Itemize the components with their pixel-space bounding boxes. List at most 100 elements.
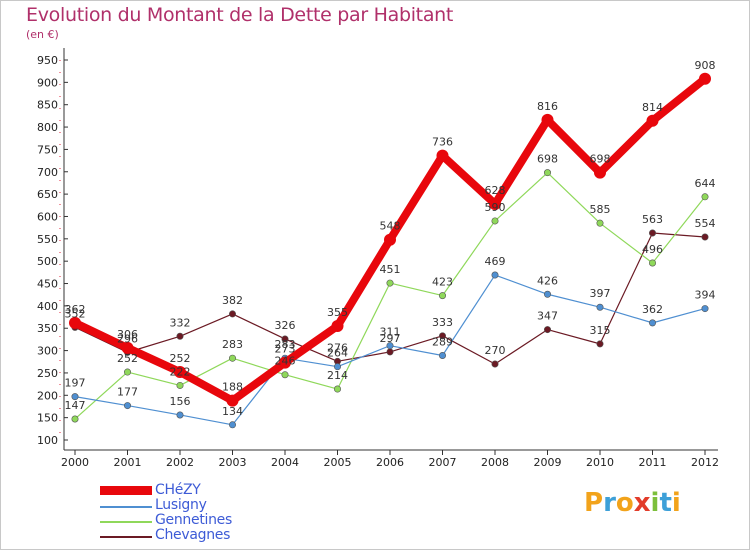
data-point-chevagnes	[701, 233, 709, 241]
legend-label-chevagnes: Chevagnes	[155, 527, 231, 543]
data-label-chevagnes: 347	[537, 310, 558, 323]
data-point-gennetines	[176, 381, 184, 389]
data-label-gennetines: 246	[275, 355, 296, 368]
chart-subtitle: (en €)	[26, 28, 59, 41]
data-label-lusigny: 264	[327, 347, 348, 360]
y-tick-label: 850	[37, 99, 58, 112]
data-point-chevagnes	[596, 340, 604, 348]
data-label-gennetines: 222	[170, 365, 191, 378]
data-label-chevagnes: 296	[117, 332, 138, 345]
data-point-ch-zy	[69, 316, 81, 329]
data-label-gennetines: 585	[590, 203, 611, 216]
data-label-lusigny: 289	[432, 336, 453, 349]
data-label-ch-zy: 814	[642, 101, 663, 114]
data-label-ch-zy: 628	[485, 184, 506, 197]
legend-swatch-chezy	[100, 486, 152, 495]
y-tick-label: 200	[37, 389, 58, 402]
data-point-gennetines	[229, 354, 237, 362]
data-label-gennetines: 590	[485, 201, 506, 214]
y-tick-label: 400	[37, 300, 58, 313]
data-point-gennetines	[543, 169, 551, 177]
y-tick-label: 350	[37, 322, 58, 335]
data-point-lusigny	[71, 393, 79, 401]
proxiti-logo: Proxiti	[584, 488, 681, 518]
y-tick-label: 700	[37, 166, 58, 179]
data-label-ch-zy: 908	[695, 59, 716, 72]
x-tick-label: 2012	[691, 456, 719, 469]
y-tick-label: 900	[37, 76, 58, 89]
data-point-chevagnes	[229, 310, 237, 318]
data-point-lusigny	[701, 305, 709, 313]
data-label-ch-zy: 306	[117, 328, 138, 341]
legend-swatch-chevagnes	[100, 536, 152, 538]
logo-letter: r	[603, 488, 616, 518]
data-label-chevagnes: 332	[170, 316, 191, 329]
data-point-chevagnes	[543, 326, 551, 334]
y-tick-label: 500	[37, 255, 58, 268]
data-label-ch-zy: 188	[222, 381, 243, 394]
data-label-lusigny: 177	[117, 386, 138, 399]
data-label-ch-zy: 273	[275, 343, 296, 356]
data-label-lusigny: 311	[380, 326, 401, 339]
data-label-lusigny: 362	[642, 303, 663, 316]
data-point-gennetines	[281, 371, 289, 379]
data-label-gennetines: 147	[65, 399, 86, 412]
legend-label-chezy: CHéZY	[155, 482, 201, 498]
data-label-chevagnes: 276	[327, 341, 348, 354]
legend-swatch-lusigny	[100, 506, 152, 508]
legend-swatch-gennetines	[100, 521, 152, 523]
x-tick-label: 2005	[324, 456, 352, 469]
data-label-lusigny: 156	[170, 395, 191, 408]
x-tick-label: 2000	[61, 456, 89, 469]
logo-letter: x	[633, 488, 651, 518]
data-point-gennetines	[386, 279, 394, 287]
data-point-lusigny	[438, 352, 446, 360]
x-tick-label: 2003	[219, 456, 247, 469]
data-label-chevagnes: 297	[380, 332, 401, 345]
data-label-lusigny: 134	[222, 405, 243, 418]
data-point-gennetines	[333, 385, 341, 393]
data-label-lusigny: 394	[695, 289, 716, 302]
data-label-chevagnes: 554	[695, 217, 716, 230]
y-tick-label: 450	[37, 278, 58, 291]
data-label-ch-zy: 816	[537, 100, 558, 113]
y-tick-label: 750	[37, 143, 58, 156]
legend-label-gennetines: Gennetines	[155, 512, 232, 528]
data-point-lusigny	[333, 363, 341, 371]
legend-label-lusigny: Lusigny	[155, 497, 207, 513]
data-point-gennetines	[491, 217, 499, 225]
data-point-ch-zy	[489, 197, 501, 210]
data-label-lusigny: 397	[590, 287, 611, 300]
y-tick-label: 550	[37, 233, 58, 246]
data-label-lusigny: 197	[65, 377, 86, 390]
series-line-gennetines	[74, 172, 706, 420]
x-tick-label: 2006	[376, 456, 404, 469]
data-label-chevagnes: 352	[65, 307, 86, 320]
data-point-lusigny	[648, 319, 656, 327]
data-point-ch-zy	[174, 366, 186, 379]
data-point-lusigny	[543, 290, 551, 298]
y-tick-label: 650	[37, 188, 58, 201]
data-point-gennetines	[438, 292, 446, 300]
data-point-ch-zy	[594, 166, 606, 179]
logo-letter: i	[671, 488, 681, 518]
data-point-lusigny	[229, 421, 237, 429]
x-tick-label: 2009	[534, 456, 562, 469]
data-point-ch-zy	[279, 356, 291, 369]
data-label-lusigny: 469	[485, 255, 506, 268]
data-point-gennetines	[124, 368, 132, 376]
logo-letter: t	[659, 488, 672, 518]
data-point-lusigny	[491, 271, 499, 279]
data-point-gennetines	[71, 415, 79, 423]
data-label-gennetines: 698	[537, 153, 558, 166]
data-point-chevagnes	[386, 348, 394, 356]
data-point-gennetines	[648, 259, 656, 267]
data-label-gennetines: 644	[695, 177, 716, 190]
data-point-chevagnes	[648, 229, 656, 237]
data-label-chevagnes: 326	[275, 319, 296, 332]
data-label-ch-zy: 548	[380, 220, 401, 233]
data-label-chevagnes: 270	[485, 344, 506, 357]
data-label-ch-zy: 362	[65, 303, 86, 316]
data-point-lusigny	[386, 342, 394, 350]
